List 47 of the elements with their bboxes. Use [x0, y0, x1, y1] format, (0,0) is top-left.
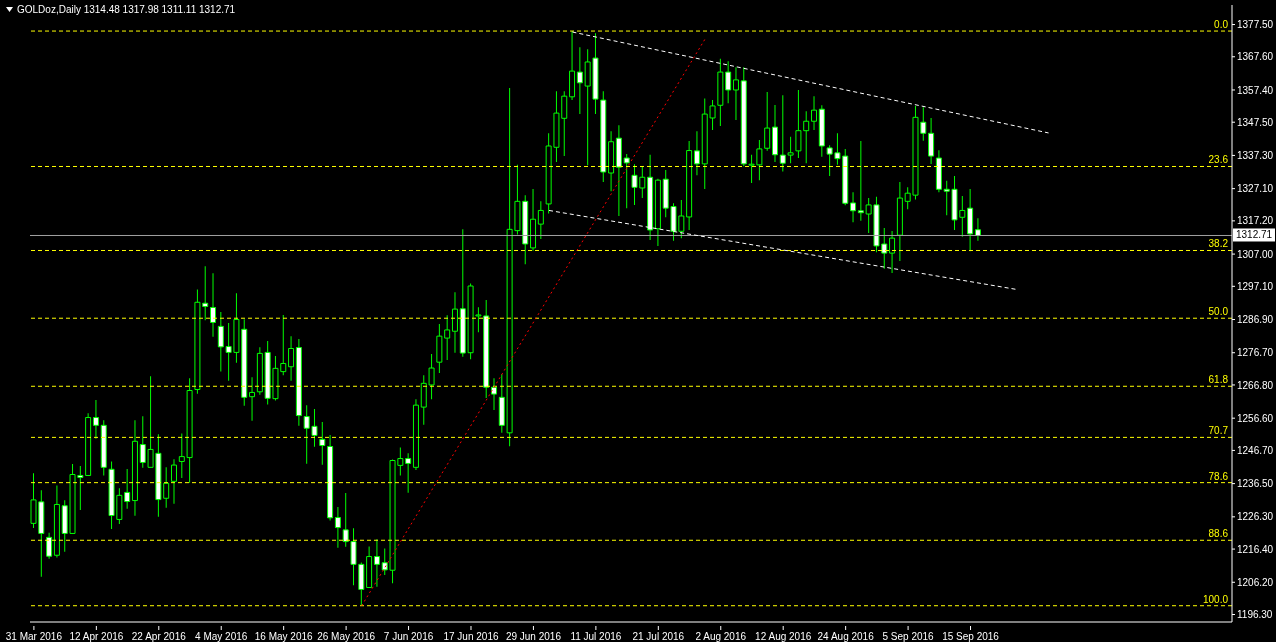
x-tick-label: 7 Jun 2016 — [383, 631, 434, 642]
x-tick-label: 16 May 2016 — [254, 631, 314, 642]
candlestick — [857, 141, 864, 221]
annotation: 100.0 — [1202, 593, 1229, 605]
y-tick-label: 1216.40 — [1237, 543, 1274, 555]
y-tick-label: 1307.00 — [1237, 248, 1274, 260]
y-tick-label: 1377.50 — [1237, 19, 1274, 31]
y-tick-label: 1317.20 — [1237, 215, 1274, 227]
x-tick-label: 5 Sep 2016 — [882, 631, 935, 642]
x-tick-label: 21 Jul 2016 — [632, 631, 685, 642]
annotation: 78.6 — [1208, 470, 1229, 482]
x-tick-label: 12 Aug 2016 — [755, 631, 812, 642]
ref-line-label: 1312.71 — [1236, 229, 1273, 241]
x-tick-label: 2 Aug 2016 — [695, 631, 747, 642]
y-tick-label: 1196.30 — [1237, 609, 1273, 621]
y-tick-label: 1357.40 — [1237, 84, 1274, 96]
annotation: 38.2 — [1208, 238, 1229, 250]
y-tick-label: 1226.30 — [1237, 511, 1274, 523]
annotation: 23.6 — [1208, 154, 1229, 166]
x-tick-label: 15 Sep 2016 — [942, 631, 1000, 642]
x-tick-label: 17 Jun 2016 — [443, 631, 499, 642]
y-tick-label: 1206.20 — [1237, 576, 1274, 588]
annotation: 61.8 — [1208, 374, 1229, 386]
y-tick-label: 1246.70 — [1237, 444, 1274, 456]
y-tick-label: 1286.90 — [1237, 314, 1274, 326]
annotation: 88.6 — [1208, 528, 1229, 540]
y-tick-label: 1347.50 — [1237, 116, 1274, 128]
x-tick-label: 4 May 2016 — [195, 631, 248, 642]
y-tick-label: 1327.10 — [1237, 183, 1274, 195]
y-tick-label: 1266.80 — [1237, 379, 1274, 391]
y-tick-label: 1367.60 — [1237, 51, 1274, 63]
x-tick-label: 11 Jul 2016 — [570, 631, 622, 642]
chart-title: GOLDoz,Daily 1314.48 1317.98 1311.11 1312.71 — [17, 4, 236, 15]
annotation: 50.0 — [1208, 306, 1229, 318]
x-tick-label: 22 Apr 2016 — [131, 631, 187, 642]
x-tick-label: 31 Mar 2016 — [5, 631, 63, 642]
x-tick-label: 12 Apr 2016 — [69, 631, 124, 642]
y-tick-label: 1337.30 — [1237, 149, 1274, 161]
annotation: 0.0 — [1214, 19, 1229, 31]
x-tick-label: 26 May 2016 — [317, 631, 376, 642]
x-tick-label: 29 Jun 2016 — [505, 631, 562, 642]
y-tick-label: 1256.60 — [1237, 412, 1274, 424]
y-tick-label: 1276.70 — [1237, 347, 1274, 359]
y-tick-label: 1236.50 — [1237, 478, 1274, 490]
annotation: 70.7 — [1208, 425, 1229, 437]
y-tick-label: 1297.10 — [1237, 280, 1274, 292]
x-tick-label: 24 Aug 2016 — [817, 631, 875, 642]
